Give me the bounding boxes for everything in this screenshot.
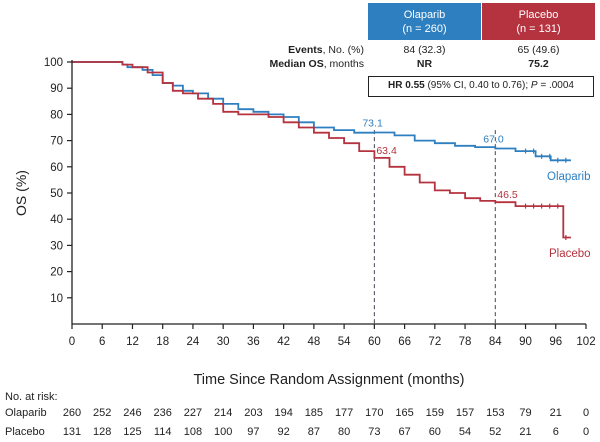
y-tick-label: 30 — [50, 240, 63, 252]
risk-value: 177 — [335, 407, 353, 419]
x-tick-label: 12 — [126, 336, 139, 348]
x-tick-label: 84 — [489, 336, 502, 348]
risk-value: 157 — [456, 407, 474, 419]
olaparib-header: Olaparib (n = 260) — [368, 3, 481, 40]
olaparib-header-n: (n = 260) — [402, 23, 447, 35]
risk-value: 0 — [583, 407, 589, 419]
events-row: Events, No. (%) 84 (32.3) 65 (49.6) — [0, 44, 600, 58]
events-placebo: 65 (49.6) — [517, 44, 560, 56]
risk-table-title: No. at risk: — [5, 391, 58, 403]
risk-value: 73 — [368, 426, 380, 438]
x-tick-label: 90 — [519, 336, 532, 348]
placebo-header: Placebo (n = 131) — [482, 3, 595, 40]
risk-value: 114 — [154, 426, 172, 438]
risk-value: 21 — [550, 407, 562, 419]
placebo-header-name: Placebo — [518, 9, 559, 21]
risk-value: 108 — [184, 426, 202, 438]
x-tick-label: 6 — [99, 336, 105, 348]
risk-value: 80 — [338, 426, 350, 438]
risk-value: 214 — [214, 407, 232, 419]
risk-value: 159 — [426, 407, 444, 419]
risk-value: 165 — [395, 407, 413, 419]
x-tick-label: 96 — [549, 336, 562, 348]
data-label-placebo: 46.5 — [497, 189, 518, 201]
risk-value: 52 — [489, 426, 501, 438]
x-tick-label: 78 — [459, 336, 472, 348]
data-label-olaparib: 67.0 — [483, 133, 504, 145]
y-tick-label: 90 — [50, 83, 63, 95]
x-tick-label: 42 — [277, 336, 290, 348]
risk-value: 92 — [278, 426, 290, 438]
y-tick-label: 80 — [50, 109, 63, 121]
olaparib-header-name: Olaparib — [403, 9, 446, 21]
risk-value: 260 — [63, 407, 81, 419]
series-label-olaparib: Olaparib — [547, 171, 590, 183]
survival-curves — [72, 61, 571, 241]
risk-value: 227 — [184, 407, 202, 419]
x-tick-label: 0 — [69, 336, 75, 348]
median-placebo: 75.2 — [528, 58, 549, 70]
y-tick-label: 50 — [50, 188, 63, 200]
risk-value: 170 — [365, 407, 383, 419]
x-tick-label: 18 — [156, 336, 169, 348]
y-tick-label: 20 — [50, 267, 63, 279]
risk-value: 0 — [583, 426, 589, 438]
chart-labels: 73.1 67.0 63.4 46.5 Olaparib Placebo — [362, 117, 590, 260]
risk-value: 97 — [247, 426, 259, 438]
median-row: Median OS, months NR 75.2 — [0, 58, 600, 72]
risk-value: 203 — [244, 407, 262, 419]
median-label: Median OS, months — [269, 58, 364, 70]
y-tick-label: 40 — [50, 214, 63, 226]
risk-value: 125 — [123, 426, 141, 438]
x-tick-label: 66 — [398, 336, 411, 348]
risk-value: 153 — [486, 407, 504, 419]
y-tick-label: 70 — [50, 136, 63, 148]
y-tick-label: 10 — [50, 293, 63, 305]
x-tick-label: 72 — [428, 336, 441, 348]
x-tick-label: 36 — [247, 336, 260, 348]
risk-value: 131 — [63, 426, 81, 438]
risk-row-label: Olaparib — [5, 407, 47, 419]
risk-value: 67 — [398, 426, 410, 438]
risk-value: 194 — [274, 407, 292, 419]
y-tick-label: 100 — [44, 57, 63, 69]
placebo-curve — [72, 61, 571, 239]
events-label: Events, No. (%) — [288, 44, 364, 56]
data-label-placebo: 63.4 — [376, 145, 397, 157]
risk-value: 185 — [305, 407, 323, 419]
series-label-placebo: Placebo — [549, 248, 591, 260]
risk-value: 246 — [123, 407, 141, 419]
risk-value: 6 — [553, 426, 559, 438]
median-olaparib: NR — [416, 58, 433, 70]
reference-lines — [373, 130, 496, 324]
x-tick-label: 54 — [338, 336, 351, 348]
x-tick-label: 30 — [217, 336, 230, 348]
y-axis-title: OS (%) — [13, 170, 29, 216]
risk-value: 128 — [93, 426, 111, 438]
risk-value: 100 — [214, 426, 232, 438]
risk-table: No. at risk: Olaparib 260 252 246 236 227 214 20… — [5, 391, 589, 438]
x-tick-label: 48 — [307, 336, 320, 348]
y-tick-label: 60 — [50, 162, 63, 174]
olaparib-curve — [72, 61, 571, 162]
risk-value: 236 — [154, 407, 172, 419]
risk-value: 252 — [93, 407, 111, 419]
risk-value: 79 — [519, 407, 531, 419]
x-tick-label: 102 — [576, 336, 595, 348]
x-tick-label: 60 — [368, 336, 381, 348]
risk-row-label: Placebo — [5, 426, 45, 438]
risk-value: 54 — [459, 426, 471, 438]
risk-value: 60 — [429, 426, 441, 438]
risk-value: 21 — [519, 426, 531, 438]
data-label-olaparib: 73.1 — [362, 117, 383, 129]
placebo-header-n: (n = 131) — [516, 23, 561, 35]
hazard-ratio-box: HR 0.55 (95% CI, 0.40 to 0.76); P = .000… — [368, 76, 594, 97]
events-olaparib: 84 (32.3) — [403, 44, 446, 56]
axes: 10 20 30 40 50 60 70 80 90 100 0 6 12 18 24 30 36 42 48 54 6… — [13, 57, 596, 388]
x-axis-title: Time Since Random Assignment (months) — [193, 372, 464, 388]
risk-value: 87 — [308, 426, 320, 438]
x-tick-label: 24 — [187, 336, 200, 348]
